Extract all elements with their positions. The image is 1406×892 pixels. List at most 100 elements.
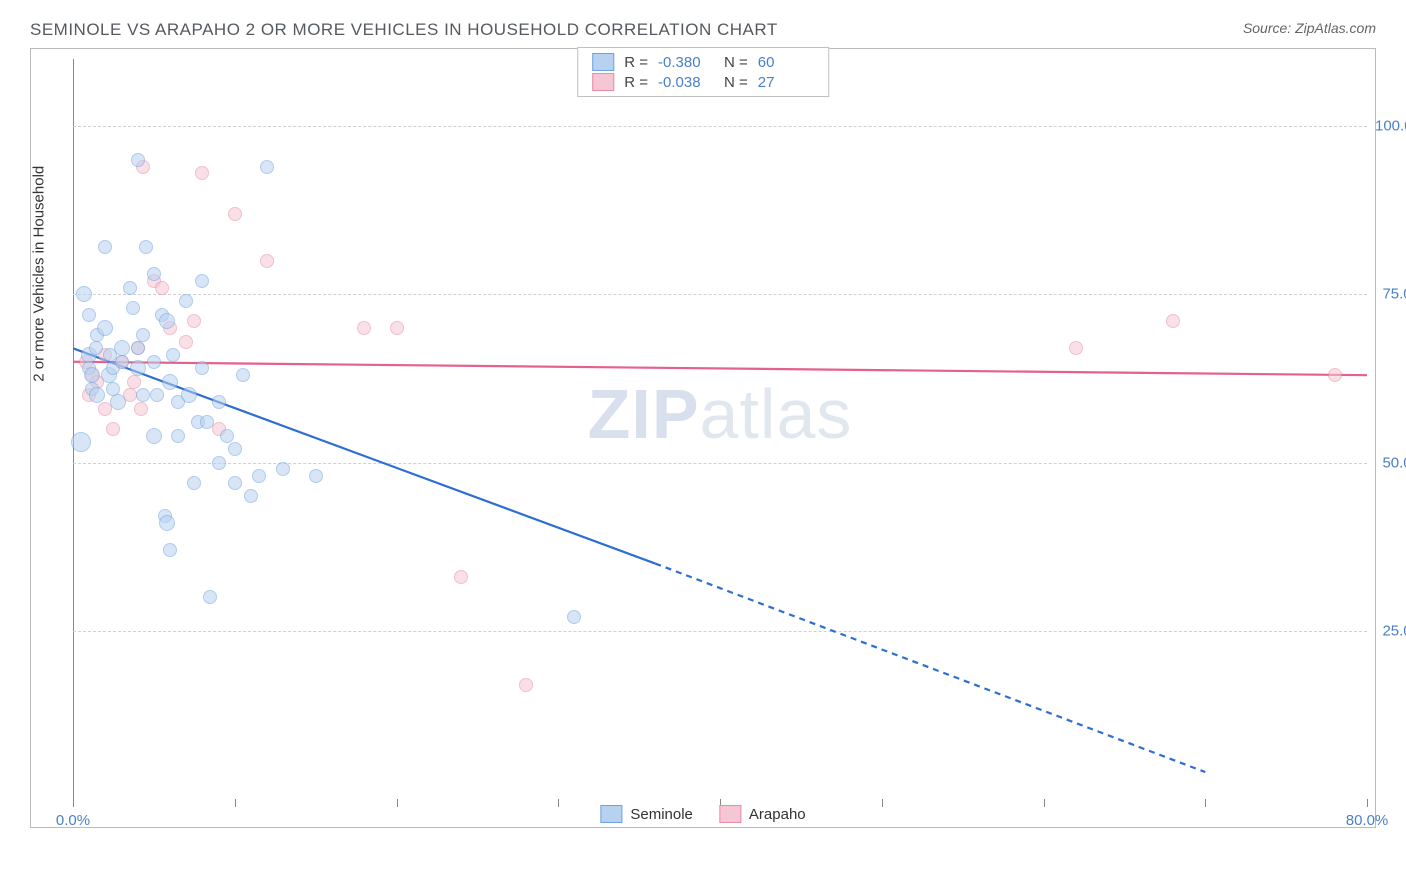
legend-top-row: R = -0.380 N = 60 xyxy=(592,52,814,72)
x-tick xyxy=(1205,799,1206,807)
data-point-seminole[interactable] xyxy=(220,429,234,443)
data-point-seminole[interactable] xyxy=(163,543,177,557)
grid-line xyxy=(73,294,1367,295)
legend-bottom: Seminole Arapaho xyxy=(600,805,805,823)
data-point-seminole[interactable] xyxy=(228,442,242,456)
data-point-seminole[interactable] xyxy=(97,320,113,336)
data-point-seminole[interactable] xyxy=(89,341,103,355)
legend-label: Arapaho xyxy=(749,806,806,823)
data-point-seminole[interactable] xyxy=(76,286,92,302)
data-point-seminole[interactable] xyxy=(82,308,96,322)
data-point-seminole[interactable] xyxy=(236,368,250,382)
data-point-seminole[interactable] xyxy=(244,489,258,503)
data-point-seminole[interactable] xyxy=(110,394,126,410)
data-point-seminole[interactable] xyxy=(147,267,161,281)
data-point-seminole[interactable] xyxy=(252,469,266,483)
data-point-seminole[interactable] xyxy=(130,360,146,376)
data-point-seminole[interactable] xyxy=(159,313,175,329)
data-point-arapaho[interactable] xyxy=(187,314,201,328)
legend-swatch-icon xyxy=(600,805,622,823)
data-point-seminole[interactable] xyxy=(98,240,112,254)
data-point-arapaho[interactable] xyxy=(454,570,468,584)
data-point-seminole[interactable] xyxy=(195,274,209,288)
legend-swatch-arapaho xyxy=(592,73,614,91)
data-point-seminole[interactable] xyxy=(131,341,145,355)
grid-line xyxy=(73,126,1367,127)
data-point-seminole[interactable] xyxy=(212,456,226,470)
data-point-arapaho[interactable] xyxy=(1328,368,1342,382)
data-point-seminole[interactable] xyxy=(123,281,137,295)
data-point-seminole[interactable] xyxy=(166,348,180,362)
data-point-seminole[interactable] xyxy=(162,374,178,390)
chart-title: SEMINOLE VS ARAPAHO 2 OR MORE VEHICLES I… xyxy=(30,20,778,40)
data-point-arapaho[interactable] xyxy=(260,254,274,268)
grid-line xyxy=(73,631,1367,632)
data-point-seminole[interactable] xyxy=(171,429,185,443)
data-point-seminole[interactable] xyxy=(228,476,242,490)
data-point-arapaho[interactable] xyxy=(390,321,404,335)
x-tick xyxy=(1367,799,1368,807)
data-point-seminole[interactable] xyxy=(181,387,197,403)
data-point-seminole[interactable] xyxy=(309,469,323,483)
data-point-seminole[interactable] xyxy=(260,160,274,174)
header: SEMINOLE VS ARAPAHO 2 OR MORE VEHICLES I… xyxy=(30,20,1376,40)
legend-label: Seminole xyxy=(630,806,693,823)
data-point-arapaho[interactable] xyxy=(228,207,242,221)
chart-container: 2 or more Vehicles in Household ZIPatlas… xyxy=(30,48,1376,828)
watermark-zip: ZIP xyxy=(588,375,700,453)
data-point-seminole[interactable] xyxy=(567,610,581,624)
data-point-arapaho[interactable] xyxy=(357,321,371,335)
data-point-arapaho[interactable] xyxy=(155,281,169,295)
y-tick-label: 75.0% xyxy=(1375,286,1406,303)
legend-item-seminole: Seminole xyxy=(600,805,693,823)
legend-N-value: 60 xyxy=(758,54,814,71)
data-point-seminole[interactable] xyxy=(159,515,175,531)
data-point-seminole[interactable] xyxy=(195,361,209,375)
data-point-seminole[interactable] xyxy=(115,355,129,369)
data-point-seminole[interactable] xyxy=(136,328,150,342)
data-point-arapaho[interactable] xyxy=(195,166,209,180)
data-point-arapaho[interactable] xyxy=(1166,314,1180,328)
data-point-arapaho[interactable] xyxy=(179,335,193,349)
x-tick-label: 0.0% xyxy=(56,812,90,829)
data-point-seminole[interactable] xyxy=(150,388,164,402)
x-tick xyxy=(73,799,74,807)
legend-R-label: R = xyxy=(624,74,648,91)
legend-top-row: R = -0.038 N = 27 xyxy=(592,72,814,92)
source-label: Source: ZipAtlas.com xyxy=(1243,20,1376,36)
data-point-arapaho[interactable] xyxy=(134,402,148,416)
legend-R-value: -0.380 xyxy=(658,54,714,71)
data-point-seminole[interactable] xyxy=(200,415,214,429)
legend-top: R = -0.380 N = 60 R = -0.038 N = 27 xyxy=(577,47,829,97)
y-tick-label: 100.0% xyxy=(1375,118,1406,135)
data-point-arapaho[interactable] xyxy=(519,678,533,692)
legend-R-label: R = xyxy=(624,54,648,71)
plot-area: ZIPatlas 25.0%50.0%75.0%100.0%0.0%80.0% xyxy=(73,59,1367,799)
data-point-arapaho[interactable] xyxy=(106,422,120,436)
legend-swatch-seminole xyxy=(592,53,614,71)
watermark: ZIPatlas xyxy=(588,374,853,454)
data-point-seminole[interactable] xyxy=(179,294,193,308)
data-point-seminole[interactable] xyxy=(136,388,150,402)
data-point-seminole[interactable] xyxy=(147,355,161,369)
data-point-seminole[interactable] xyxy=(139,240,153,254)
data-point-seminole[interactable] xyxy=(212,395,226,409)
watermark-atlas: atlas xyxy=(700,375,853,453)
data-point-arapaho[interactable] xyxy=(127,375,141,389)
data-point-arapaho[interactable] xyxy=(1069,341,1083,355)
x-tick-label: 80.0% xyxy=(1346,812,1389,829)
legend-swatch-icon xyxy=(719,805,741,823)
data-point-seminole[interactable] xyxy=(126,301,140,315)
x-tick xyxy=(882,799,883,807)
legend-item-arapaho: Arapaho xyxy=(719,805,806,823)
data-point-seminole[interactable] xyxy=(71,432,91,452)
data-point-seminole[interactable] xyxy=(203,590,217,604)
data-point-seminole[interactable] xyxy=(276,462,290,476)
x-tick xyxy=(1044,799,1045,807)
y-axis-title: 2 or more Vehicles in Household xyxy=(31,166,48,382)
legend-N-label: N = xyxy=(724,54,748,71)
data-point-seminole[interactable] xyxy=(89,387,105,403)
data-point-seminole[interactable] xyxy=(131,153,145,167)
data-point-seminole[interactable] xyxy=(146,428,162,444)
data-point-seminole[interactable] xyxy=(187,476,201,490)
